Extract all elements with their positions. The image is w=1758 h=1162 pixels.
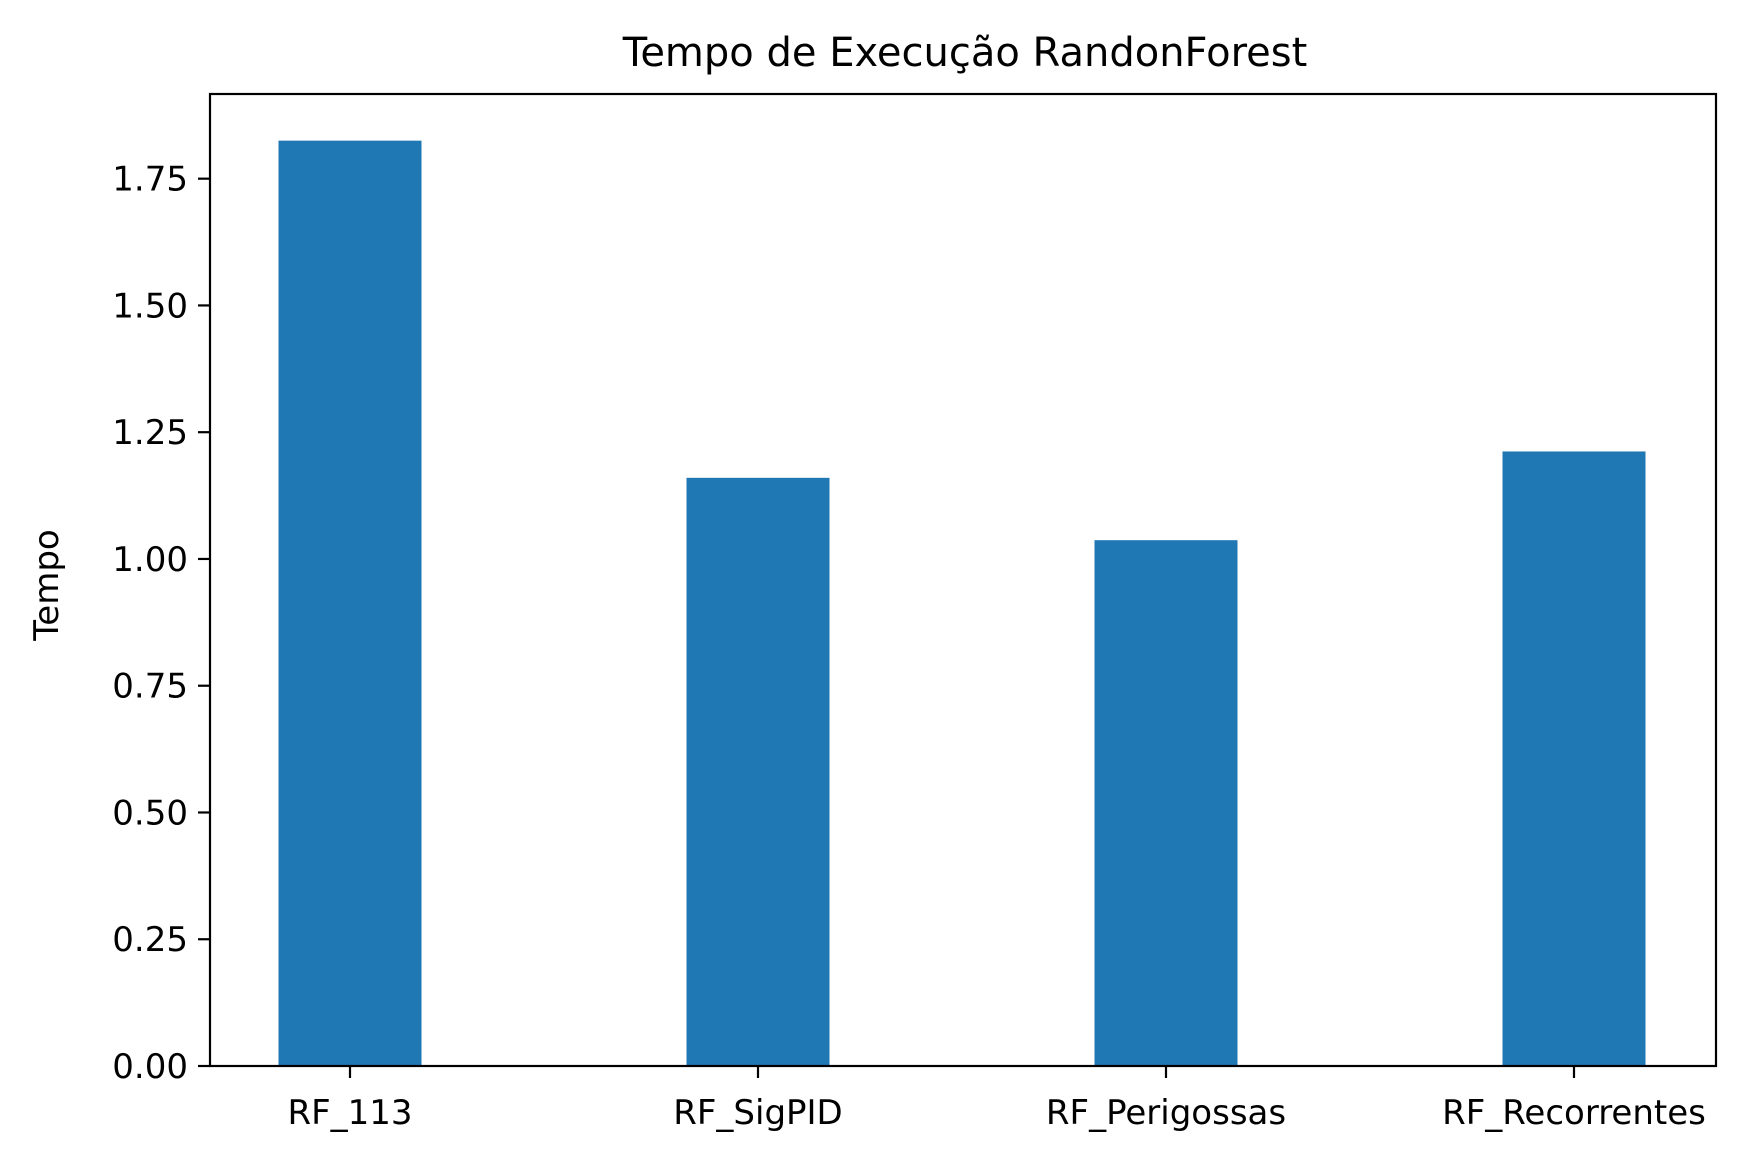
x-tick-label: RF_Perigossas	[1046, 1093, 1286, 1133]
y-tick-label: 1.50	[112, 286, 188, 326]
y-tick-label: 0.00	[112, 1047, 188, 1087]
y-tick-label: 0.25	[112, 920, 188, 960]
plot-frame	[208, 92, 1718, 1068]
x-axis-ticks: RF_113 RF_SigPID RF_Perigossas RF_Recorrent…	[287, 1066, 1706, 1133]
y-tick-label: 1.75	[112, 160, 188, 200]
bar-rf-perigossas	[1094, 540, 1238, 1066]
y-tick-label: 1.00	[112, 540, 188, 580]
bars-group	[278, 140, 1646, 1066]
y-tick-label: 0.50	[112, 793, 188, 833]
chart-title: Tempo de Execução RandonForest	[622, 30, 1308, 76]
bar-rf-sigpid	[686, 477, 830, 1066]
y-axis-ticks: 0.00 0.25 0.50 0.75 1.00 1.25 1.50 1.75	[112, 160, 210, 1087]
bar-rf-113	[278, 140, 422, 1066]
x-tick-label: RF_Recorrentes	[1442, 1093, 1706, 1133]
y-tick-label: 0.75	[112, 667, 188, 707]
bar-rf-recorrentes	[1502, 451, 1646, 1066]
x-tick-label: RF_113	[287, 1093, 412, 1133]
y-axis-label: Tempo	[27, 529, 67, 641]
y-tick-label: 1.25	[112, 413, 188, 453]
x-tick-label: RF_SigPID	[673, 1093, 843, 1133]
